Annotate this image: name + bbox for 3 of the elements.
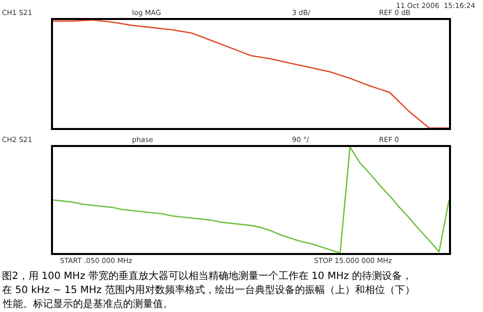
text: 在 50 kHz ~ 15 MHz 范围内用对数频率格式，绘出一台典型设备的振幅（上）和相位（下） — [2, 284, 415, 296]
caption: 图2，用 100 MHz 带宽的垂直放大器可以相当精确地测量一个工作在 10 MHz 的待测设备， — [2, 270, 412, 282]
text: 性能。标记显示的是基准点的测量值。 — [2, 298, 173, 310]
